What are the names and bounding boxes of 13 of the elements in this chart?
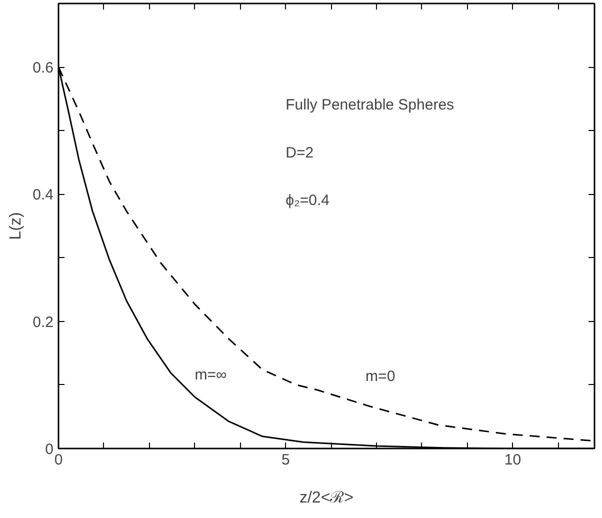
y-tick-label: 0 [45, 441, 54, 458]
annotation: ϕ₂=0.4 [286, 192, 330, 210]
y-tick-label: 0.2 [32, 314, 54, 331]
y-tick-label: 0.6 [32, 60, 54, 77]
x-tick-label: 5 [281, 452, 290, 468]
x-axis-title: z/2<ℛ> [299, 490, 354, 506]
annotation: D=2 [286, 144, 314, 162]
x-tick-label: 10 [504, 452, 522, 468]
series-label: m=0 [366, 368, 396, 386]
annotation: Fully Penetrable Spheres [286, 96, 454, 114]
series-label: m=∞ [194, 366, 228, 384]
y-tick-label: 0.4 [32, 186, 54, 204]
y-axis-title: L(z) [8, 212, 25, 240]
